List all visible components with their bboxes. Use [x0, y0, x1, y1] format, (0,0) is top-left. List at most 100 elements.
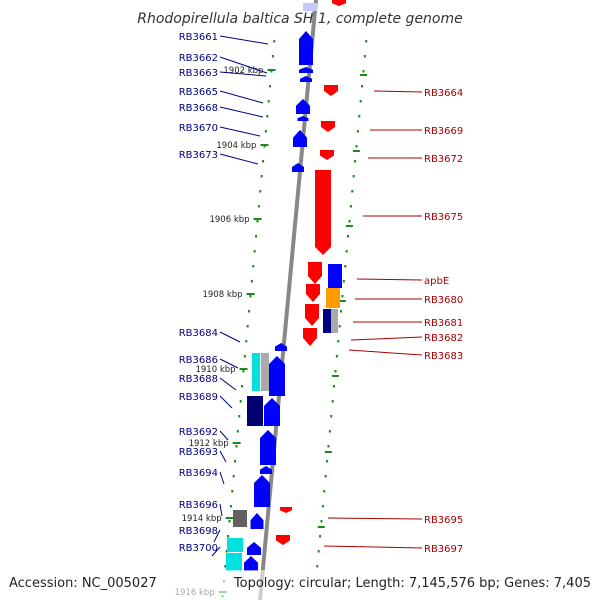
- reverse-gene-labels: RB3664 RB3669 RB3672 RB3675 apbE RB3680 RB3681…: [323, 88, 463, 555]
- gene-label-RB3673[interactable]: RB3673: [179, 150, 218, 161]
- label-leader-line: [219, 450, 227, 463]
- gene-label-RB3682[interactable]: RB3682: [424, 333, 463, 344]
- forward-gene-arrow[interactable]: [275, 343, 287, 351]
- scale-tick-label: 1904 kbp: [216, 141, 256, 151]
- reverse-gene-arrow[interactable]: [332, 0, 346, 6]
- label-leader-line: [373, 90, 423, 93]
- reverse-gene-arrow[interactable]: [280, 507, 292, 513]
- gene-label-RB3698[interactable]: RB3698: [179, 526, 218, 537]
- gene-label-RB3686[interactable]: RB3686: [179, 355, 218, 366]
- forward-gene-arrow[interactable]: [296, 99, 310, 114]
- gene-label-RB3693[interactable]: RB3693: [179, 447, 218, 458]
- map-title: Rhodopirellula baltica SH 1, complete ge…: [137, 11, 463, 27]
- forward-gene-arrow[interactable]: [250, 513, 264, 529]
- gene-label-RB3697[interactable]: RB3697: [424, 544, 463, 555]
- scale-tick-label: 1912 kbp: [189, 439, 229, 449]
- forward-gene-arrow[interactable]: [297, 116, 309, 121]
- gene-label-RB3662[interactable]: RB3662: [179, 53, 218, 64]
- forward-gene-arrow[interactable]: [244, 556, 258, 571]
- gene-label-RB3695[interactable]: RB3695: [424, 515, 463, 526]
- gene-label-RB3665[interactable]: RB3665: [179, 87, 218, 98]
- gene-label-RB3694[interactable]: RB3694: [179, 468, 218, 479]
- reverse-gene-arrow[interactable]: [306, 284, 320, 302]
- label-leader-line: [219, 471, 225, 485]
- gene-label-RB3684[interactable]: RB3684: [179, 328, 218, 339]
- gene-label-RB3692[interactable]: RB3692: [179, 427, 218, 438]
- forward-gene-block[interactable]: [227, 538, 243, 552]
- gene-label-RB3664[interactable]: RB3664: [424, 88, 463, 99]
- gene-label-RB3696[interactable]: RB3696: [179, 500, 218, 511]
- gene-label-RB3680[interactable]: RB3680: [424, 295, 463, 306]
- label-leader-line: [348, 349, 423, 356]
- forward-gene-arrow[interactable]: [254, 475, 270, 507]
- scale-tick-label: 1914 kbp: [182, 514, 222, 524]
- gene-label-apbE[interactable]: apbE: [424, 276, 449, 287]
- gene-label-RB3675[interactable]: RB3675: [424, 212, 463, 223]
- forward-gene-arrow[interactable]: [299, 67, 313, 73]
- forward-gene-block[interactable]: [252, 353, 260, 391]
- label-leader-line: [213, 529, 221, 543]
- accession-text: Accession: NC_005027: [9, 576, 157, 591]
- reverse-gene-arrow[interactable]: [321, 121, 335, 132]
- label-leader-line: [219, 153, 259, 165]
- label-leader-line: [356, 278, 423, 281]
- reverse-gene-block[interactable]: [323, 309, 331, 333]
- gene-label-RB3668[interactable]: RB3668: [179, 103, 218, 114]
- forward-gene-labels: RB3661 RB3662 RB3663 RB3665 RB3668 RB3670 RB36…: [179, 32, 269, 557]
- reverse-gene-arrow[interactable]: [320, 150, 334, 160]
- forward-gene-block[interactable]: [303, 3, 317, 11]
- scale-tick-label: 1902 kbp: [223, 66, 263, 76]
- gene-label-RB3663[interactable]: RB3663: [179, 68, 218, 79]
- gene-label-RB3681[interactable]: RB3681: [424, 318, 463, 329]
- label-leader-line: [219, 503, 223, 517]
- forward-gene-block[interactable]: [226, 553, 242, 571]
- gene-label-RB3689[interactable]: RB3689: [179, 392, 218, 403]
- forward-gene-arrow[interactable]: [264, 398, 280, 426]
- gene-label-RB3661[interactable]: RB3661: [179, 32, 218, 43]
- label-leader-line: [219, 56, 268, 74]
- label-leader-line: [323, 545, 423, 549]
- reverse-gene-arrow[interactable]: [305, 304, 319, 326]
- gene-label-RB3688[interactable]: RB3688: [179, 374, 218, 385]
- reverse-gene-arrow[interactable]: [276, 535, 290, 545]
- gene-label-RB3672[interactable]: RB3672: [424, 154, 463, 165]
- gene-label-RB3669[interactable]: RB3669: [424, 126, 463, 137]
- label-leader-line: [219, 106, 264, 118]
- reverse-gene-arrow[interactable]: [303, 328, 317, 346]
- footer-backdrop: [0, 570, 600, 600]
- label-leader-line: [219, 90, 264, 104]
- label-leader-line: [211, 546, 221, 557]
- forward-gene-arrow[interactable]: [293, 130, 307, 147]
- reverse-gene-block[interactable]: [331, 309, 338, 333]
- label-leader-line: [219, 377, 237, 391]
- scale-tick-label: 1906 kbp: [209, 215, 249, 225]
- forward-gene-arrow[interactable]: [260, 430, 276, 465]
- gene-label-RB3670[interactable]: RB3670: [179, 123, 218, 134]
- label-leader-line: [350, 336, 423, 341]
- label-leader-line: [219, 71, 267, 77]
- forward-gene-arrow[interactable]: [300, 76, 312, 82]
- reverse-gene-arrow[interactable]: [308, 262, 322, 284]
- reverse-gene-arrow[interactable]: [324, 85, 338, 96]
- label-leader-line: [219, 430, 229, 441]
- label-leader-line: [327, 517, 423, 520]
- forward-gene-arrow[interactable]: [260, 466, 272, 474]
- genome-summary-text: Topology: circular; Length: 7,145,576 bp…: [233, 576, 591, 591]
- scale-tick-label: 1910 kbp: [195, 365, 235, 375]
- forward-gene-arrow[interactable]: [269, 356, 285, 396]
- reverse-gene-arrow[interactable]: [315, 170, 331, 255]
- label-leader-line: [219, 331, 241, 343]
- label-leader-line: [219, 358, 239, 369]
- forward-gene-arrow[interactable]: [299, 31, 313, 65]
- forward-gene-block[interactable]: [233, 510, 247, 527]
- forward-strand-track: [226, 3, 317, 571]
- forward-gene-arrow[interactable]: [247, 542, 261, 555]
- gene-label-RB3683[interactable]: RB3683: [424, 351, 463, 362]
- gene-label-RB3700[interactable]: RB3700: [179, 543, 218, 554]
- forward-gene-arrow[interactable]: [292, 163, 304, 172]
- forward-gene-block[interactable]: [261, 353, 269, 391]
- reverse-gene-block[interactable]: [328, 264, 342, 288]
- forward-gene-block[interactable]: [247, 396, 263, 426]
- reverse-gene-block[interactable]: [326, 288, 340, 308]
